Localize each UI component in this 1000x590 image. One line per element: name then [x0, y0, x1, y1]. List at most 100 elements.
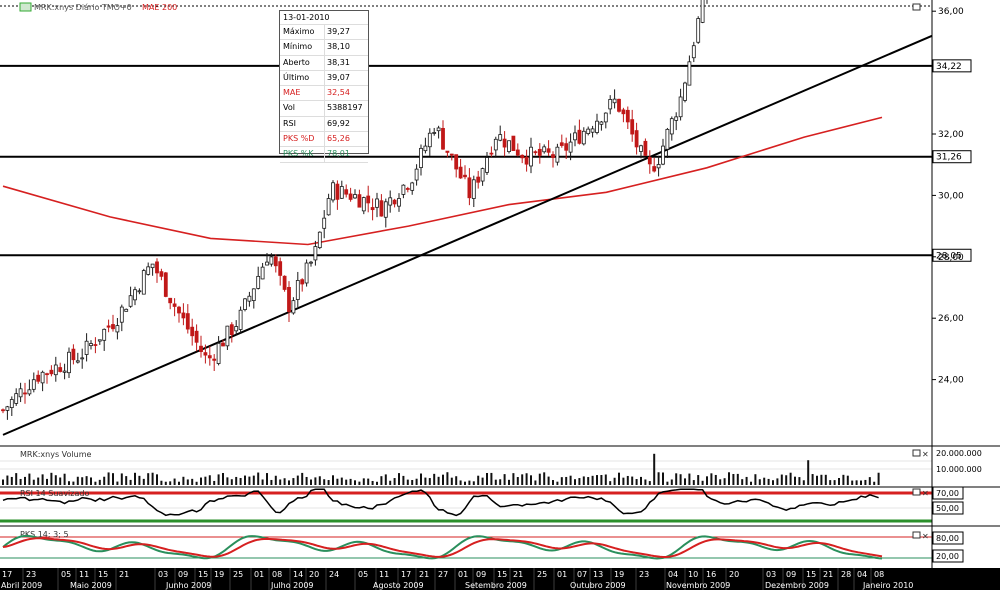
price-candle[interactable] — [375, 192, 379, 218]
price-candle[interactable] — [295, 271, 300, 308]
price-candle[interactable] — [643, 138, 648, 157]
price-candle[interactable] — [251, 288, 256, 309]
price-candle[interactable] — [542, 144, 547, 154]
price-candle[interactable] — [75, 352, 80, 364]
price-candle[interactable] — [630, 109, 635, 142]
price-candle[interactable] — [568, 133, 573, 161]
price-candle[interactable] — [9, 396, 14, 416]
price-candle[interactable] — [665, 127, 670, 158]
price-candle[interactable] — [111, 314, 115, 332]
price-candle[interactable] — [269, 253, 274, 267]
price-candle[interactable] — [599, 120, 604, 131]
price-candle[interactable] — [401, 184, 406, 199]
close-icon[interactable]: ✕ — [922, 489, 929, 498]
price-candle[interactable] — [27, 379, 32, 396]
price-candle[interactable] — [397, 193, 401, 212]
price-candle[interactable] — [339, 180, 344, 199]
price-candle[interactable] — [603, 112, 608, 129]
price-candle[interactable] — [577, 119, 582, 145]
price-candle[interactable] — [471, 175, 476, 208]
price-candle[interactable] — [621, 107, 626, 123]
price-candle[interactable] — [115, 318, 120, 340]
price-candle[interactable] — [419, 144, 423, 176]
price-candle[interactable] — [595, 113, 599, 135]
price-candle[interactable] — [533, 150, 538, 156]
price-candle[interactable] — [36, 370, 41, 384]
price-candle[interactable] — [678, 88, 683, 121]
price-candle[interactable] — [93, 337, 98, 354]
price-candle[interactable] — [119, 304, 124, 332]
price-candle[interactable] — [159, 268, 164, 281]
price-candle[interactable] — [449, 153, 454, 161]
price-candle[interactable] — [300, 278, 305, 292]
price-candle[interactable] — [674, 112, 679, 131]
price-candle[interactable] — [304, 259, 309, 287]
price-candle[interactable] — [5, 405, 10, 420]
price-candle[interactable] — [564, 137, 569, 159]
price-candle[interactable] — [370, 198, 375, 221]
close-icon[interactable]: ✕ — [922, 450, 929, 459]
maximize-icon[interactable] — [912, 531, 921, 539]
price-candle[interactable] — [71, 344, 76, 365]
maximize-icon[interactable] — [912, 488, 921, 496]
price-candle[interactable] — [344, 184, 349, 198]
price-candle[interactable] — [656, 155, 661, 177]
price-candle[interactable] — [498, 125, 503, 142]
price-candle[interactable] — [102, 328, 107, 351]
price-candle[interactable] — [436, 125, 441, 139]
price-candle[interactable] — [515, 143, 520, 157]
price-candle[interactable] — [647, 150, 652, 174]
price-candle[interactable] — [612, 89, 617, 109]
price-candle[interactable] — [155, 258, 159, 283]
price-candle[interactable] — [625, 106, 630, 129]
price-candle[interactable] — [432, 127, 437, 136]
price-candle[interactable] — [608, 95, 613, 115]
price-candle[interactable] — [84, 333, 89, 362]
price-candle[interactable] — [586, 126, 591, 136]
price-candle[interactable] — [507, 140, 511, 154]
price-candle[interactable] — [520, 154, 525, 164]
price-candle[interactable] — [379, 194, 384, 217]
price-candle[interactable] — [551, 151, 555, 168]
price-candle[interactable] — [529, 137, 533, 174]
price-candle[interactable] — [454, 154, 459, 178]
price-candle[interactable] — [229, 322, 234, 343]
price-candle[interactable] — [493, 136, 498, 158]
price-candle[interactable] — [348, 187, 353, 202]
price-candle[interactable] — [45, 372, 49, 384]
price-candle[interactable] — [106, 319, 111, 333]
price-candle[interactable] — [133, 286, 137, 306]
price-candle[interactable] — [216, 336, 221, 366]
price-candle[interactable] — [617, 98, 621, 113]
price-candle[interactable] — [273, 254, 278, 273]
price-candle[interactable] — [383, 198, 388, 228]
price-candle[interactable] — [89, 340, 93, 350]
close-icon[interactable]: ✕ — [922, 532, 929, 541]
price-candle[interactable] — [146, 262, 151, 276]
price-candle[interactable] — [190, 318, 195, 346]
price-candle[interactable] — [441, 120, 445, 150]
price-candle[interactable] — [581, 127, 586, 146]
price-candle[interactable] — [366, 185, 371, 213]
price-candle[interactable] — [18, 382, 23, 403]
price-candle[interactable] — [243, 297, 247, 312]
price-candle[interactable] — [414, 164, 419, 186]
price-candle[interactable] — [361, 196, 366, 215]
price-candle[interactable] — [234, 320, 239, 336]
price-candle[interactable] — [207, 346, 212, 366]
price-candle[interactable] — [669, 116, 674, 141]
price-candle[interactable] — [357, 189, 362, 208]
price-candle[interactable] — [194, 324, 199, 352]
price-candle[interactable] — [40, 370, 45, 392]
price-candle[interactable] — [467, 168, 472, 206]
price-candle[interactable] — [1, 408, 5, 414]
price-candle[interactable] — [177, 305, 181, 323]
price-candle[interactable] — [67, 347, 71, 378]
price-candle[interactable] — [58, 362, 63, 373]
price-candle[interactable] — [480, 167, 485, 186]
price-candle[interactable] — [423, 137, 428, 154]
price-candle[interactable] — [97, 339, 102, 345]
price-candle[interactable] — [313, 240, 318, 266]
price-candle[interactable] — [634, 122, 639, 155]
